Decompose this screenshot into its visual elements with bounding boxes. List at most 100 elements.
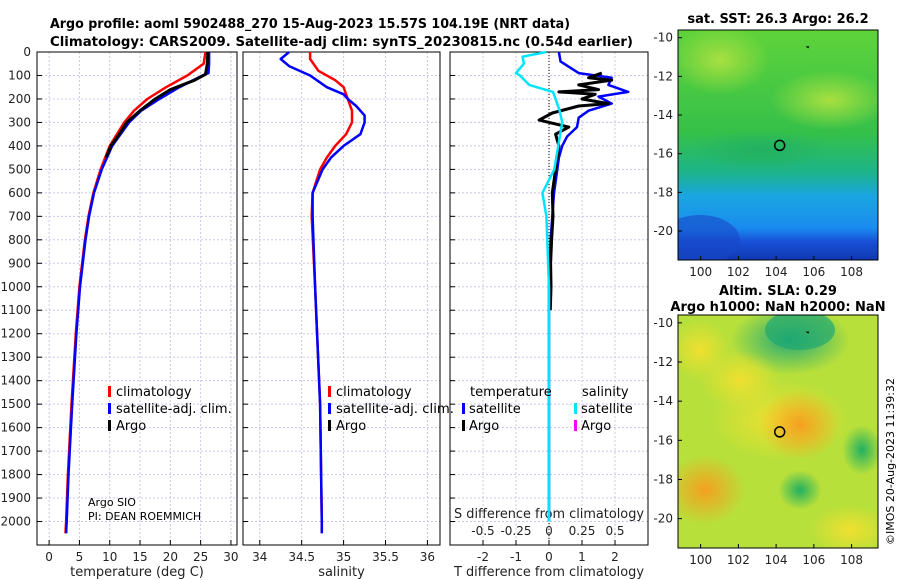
legend-swatch [574,420,577,431]
y-tick-label: 1900 [0,491,31,505]
salinity-panel: 34 34.5 35 35.5 36 salinity climatology satelli… [242,51,454,580]
y-tick-label: 900 [8,256,31,270]
legend-label: satellite [581,402,633,417]
x-axis-label: salinity [318,565,365,580]
sst-map-title: sat. SST: 26.3 Argo: 26.2 [687,12,868,27]
map-x-tick-label: 104 [765,265,788,279]
series-line-climatology [64,51,207,534]
map-x-tick-label: 108 [840,265,863,279]
legend-title-salinity: salinity [582,385,629,400]
x-tick-label: 2 [611,550,619,564]
argo-position-marker [773,139,786,152]
series-line-temperature-argo [537,71,614,311]
x-tick-label: 25 [193,550,208,564]
map-y-tick-label: -14 [653,108,673,122]
axes-frame [36,51,238,546]
map-y-tick-label: -20 [653,224,673,238]
legend-swatch [574,403,577,414]
x-tick-label: 20 [163,550,178,564]
map-x-tick-label: 102 [727,553,750,567]
x2-tick-label: 0.25 [569,524,596,538]
legend-swatch [328,403,331,414]
legend-swatch [328,386,331,397]
legend-label: Argo [581,419,611,434]
y-tick-label: 800 [8,233,31,247]
y-tick-label: 700 [8,209,31,223]
y-tick-label: 300 [8,115,31,129]
y-tick-label: 1600 [0,421,31,435]
map-y-tick-label: -20 [653,512,673,526]
x-tick-label: 34 [252,550,267,564]
axes-frame [242,51,441,546]
y-tick-label: 1800 [0,468,31,482]
legend-swatch [108,420,111,431]
series-line-salinity-satellite [514,50,564,522]
sla-map-panel: Altim. SLA: 0.29 Argo h1000: NaN h2000: … [653,284,885,567]
x-tick-label: -2 [477,550,489,564]
legend-label: satellite-adj. clim. [116,402,232,417]
x2-tick-label: -0.25 [500,524,531,538]
legend-swatch [462,420,465,431]
y-tick-label: 500 [8,162,31,176]
temperature-panel: 0 5 10 15 20 25 30 temperature (deg C) 0 100 200 30… [0,45,238,580]
y-tick-label: 1500 [0,397,31,411]
x-tick-label: -1 [510,550,522,564]
x-tick-label: 34.5 [288,550,315,564]
legend-label: satellite [469,402,521,417]
map-x-tick-label: 106 [802,553,825,567]
legend-label: climatology [116,385,192,400]
legend-label: Argo [336,419,366,434]
figure-title-line-2: Climatology: CARS2009. Satellite-adj cli… [50,35,633,50]
sst-map-image [678,30,878,260]
x-tick-label: 30 [223,550,238,564]
island-marker [805,331,810,334]
annotation-pi: PI: DEAN ROEMMICH [88,510,201,523]
map-x-tick-label: 100 [689,553,712,567]
sst-map-panel: sat. SST: 26.3 Argo: 26.2 100 102 104 106 10… [653,12,879,279]
y-tick-label: 0 [23,45,31,59]
figure-title-line-1: Argo profile: aoml 5902488_270 15-Aug-20… [50,17,570,32]
sla-map-axes: 100 102 104 106 108 -10 -12 -14 -16 -18 -20 [653,316,863,567]
map-x-tick-label: 102 [727,265,750,279]
x-tick-label: 10 [102,550,117,564]
y-tick-label: 1300 [0,350,31,364]
legend-label: Argo [469,419,499,434]
y-tick-label: 1000 [0,280,31,294]
y-tick-label: 200 [8,92,31,106]
legend-label: climatology [336,385,412,400]
map-x-tick-label: 104 [765,553,788,567]
x2-tick-label: 0 [545,524,553,538]
map-y-tick-label: -12 [653,69,673,83]
y-tick-label: 1400 [0,374,31,388]
sla-map-frame [677,314,879,549]
legend-swatch [462,403,465,414]
series-line-satellite-adj-clim- [64,52,211,534]
x-tick-label: 0 [545,550,553,564]
series-line-argo [104,51,210,159]
sst-map-frame [677,29,879,261]
sla-map-subtitle: Argo h1000: NaN h2000: NaN [670,300,885,315]
series-line-temperature-satellite [547,51,630,522]
x-tick-label: 0 [45,550,53,564]
legend-swatch [108,403,111,414]
x-tick-label: 35 [336,550,351,564]
x-tick-label: 35.5 [372,550,399,564]
legend-label: satellite-adj. clim. [336,402,454,417]
sst-map-axes: 100 102 104 106 108 -10 -12 -14 -16 -18 -20 [653,31,863,279]
y-tick-label: 1200 [0,327,31,341]
y-tick-label: 400 [8,139,31,153]
x-tick-label: 5 [76,550,84,564]
legend-title-temperature: temperature [470,385,552,400]
y-tick-label: 1700 [0,444,31,458]
map-x-tick-label: 100 [689,265,712,279]
annotation-argo-sio: Argo SIO [88,496,136,509]
x-tick-label: 1 [578,550,586,564]
legend-swatch [328,420,331,431]
y-tick-label: 1100 [0,303,31,317]
argo-position-marker [773,426,786,438]
x2-tick-label: -0.5 [471,524,494,538]
x-tick-label: 36 [420,550,435,564]
map-y-tick-label: -16 [653,433,673,447]
